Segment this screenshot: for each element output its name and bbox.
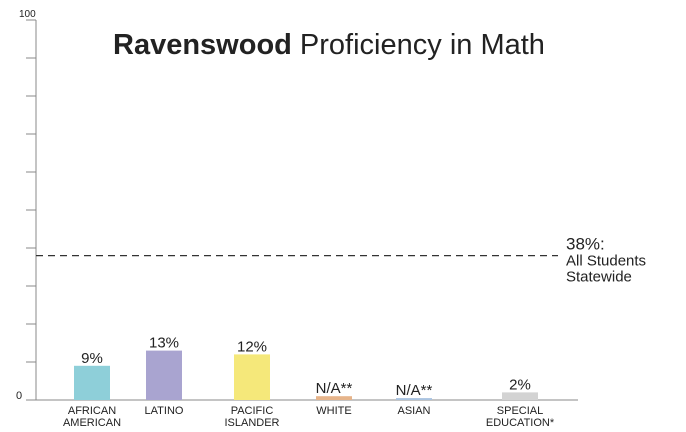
svg-text:Ravenswood Proficiency in Math: Ravenswood Proficiency in Math — [113, 29, 545, 61]
bar-value-label: 13% — [149, 335, 179, 352]
bar — [316, 396, 352, 400]
y-axis-ticks — [26, 19, 36, 401]
category-label: ASIAN — [397, 405, 430, 417]
bar-value-label: 2% — [509, 376, 531, 393]
category-label: EDUCATION* — [486, 417, 555, 429]
bar-value-label: 12% — [237, 338, 267, 355]
chart-title-rest: Proficiency in Math — [292, 29, 545, 61]
chart-title: Ravenswood Proficiency in Math — [113, 29, 545, 61]
chart-title-bold: Ravenswood — [113, 29, 292, 61]
bar-value-label: N/A** — [396, 382, 433, 399]
bar — [74, 365, 110, 400]
category-label: LATINO — [145, 405, 184, 417]
category-label: PACIFIC — [231, 405, 274, 417]
category-label: WHITE — [316, 405, 351, 417]
category-label: SPECIAL — [497, 405, 543, 417]
reference-value-label: 38%: — [566, 235, 605, 254]
reference-label: Statewide — [566, 269, 632, 286]
bar-group: N/A** ASIAN — [396, 382, 433, 417]
bar-group: 13% LATINO — [145, 335, 184, 417]
bar — [234, 354, 270, 400]
category-label: ISLANDER — [224, 417, 279, 429]
y-axis: 100 0 — [16, 9, 37, 402]
category-label: AFRICAN — [68, 405, 116, 417]
bar — [502, 392, 538, 400]
bar-group: N/A** WHITE — [316, 380, 353, 417]
category-label: AMERICAN — [63, 417, 121, 429]
y-axis-min-label: 0 — [16, 390, 22, 402]
bar-value-label: N/A** — [316, 380, 353, 397]
bar — [396, 398, 432, 400]
y-axis-max-label: 100 — [19, 9, 36, 20]
bar-value-label: 9% — [81, 350, 103, 367]
reference-label: All Students — [566, 253, 646, 270]
bar — [146, 350, 182, 400]
